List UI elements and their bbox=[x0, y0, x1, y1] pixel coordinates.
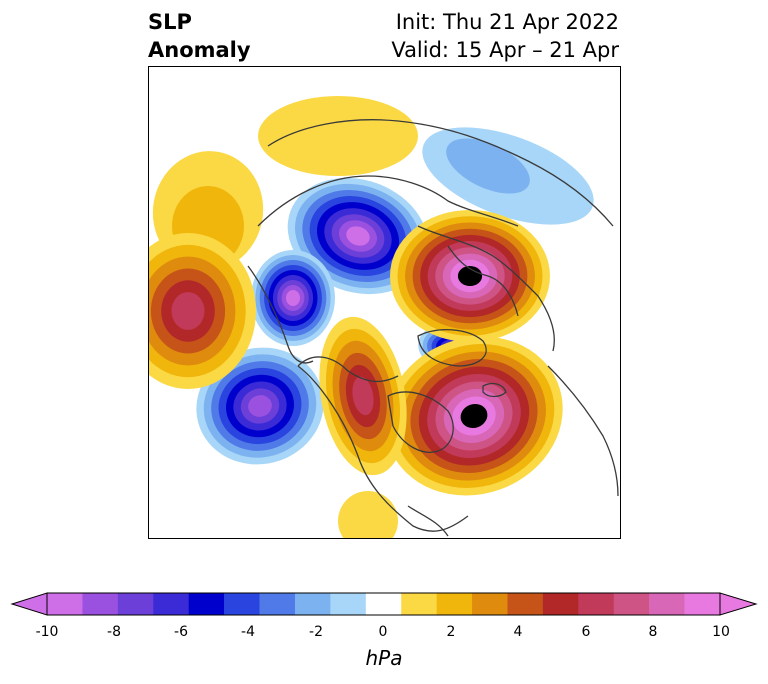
title-variable: SLP bbox=[148, 10, 192, 34]
coastline bbox=[297, 356, 399, 383]
anomaly-contour bbox=[457, 266, 483, 286]
anomaly-contour bbox=[460, 403, 488, 429]
coastline bbox=[417, 225, 555, 352]
colorbar-bin bbox=[294, 593, 331, 615]
coastline bbox=[247, 265, 314, 364]
colorbar-tick: 8 bbox=[648, 624, 658, 640]
colorbar-bin bbox=[47, 593, 83, 615]
coastline bbox=[407, 505, 449, 537]
colorbar-tick: 4 bbox=[513, 624, 523, 640]
title-type: Anomaly bbox=[148, 38, 251, 62]
coastline bbox=[417, 329, 487, 367]
colorbar-tick: -4 bbox=[241, 624, 255, 640]
colorbar-tick: 6 bbox=[581, 624, 591, 640]
anomaly-contour bbox=[248, 395, 272, 417]
colorbar-bin bbox=[578, 593, 615, 615]
coastline bbox=[447, 245, 519, 317]
colorbar-bin bbox=[259, 593, 296, 615]
colorbar-tick: -6 bbox=[174, 624, 188, 640]
coastline bbox=[267, 119, 614, 227]
colorbar-tick: 2 bbox=[446, 624, 456, 640]
coastline bbox=[547, 365, 619, 497]
colorbar-bin bbox=[436, 593, 473, 615]
colorbar-bin bbox=[82, 593, 119, 615]
colorbar-bin bbox=[684, 593, 721, 615]
colorbar-unit-label: hPa bbox=[365, 646, 403, 670]
colorbar-bin bbox=[224, 593, 260, 615]
colorbar-bin bbox=[542, 593, 579, 615]
colorbar-extend-high bbox=[719, 592, 758, 616]
anomaly-contour bbox=[171, 292, 205, 330]
anomaly-fields bbox=[148, 96, 594, 539]
colorbar-bin bbox=[330, 593, 367, 615]
anomaly-contour bbox=[446, 138, 530, 194]
map-dates: Init: Thu 21 Apr 2022 Valid: 15 Apr – 21… bbox=[391, 8, 619, 64]
anomaly-contour bbox=[338, 491, 398, 539]
colorbar-bin bbox=[649, 593, 685, 615]
map-title: SLP Anomaly bbox=[148, 8, 251, 64]
anomaly-contour bbox=[346, 226, 370, 246]
init-date: Init: Thu 21 Apr 2022 bbox=[395, 10, 619, 34]
map-frame bbox=[148, 66, 621, 539]
colorbar-tick: 0 bbox=[378, 624, 388, 640]
anomaly-contour bbox=[258, 96, 418, 176]
coastlines bbox=[247, 119, 619, 537]
coastline bbox=[257, 175, 519, 227]
coastline bbox=[482, 382, 507, 398]
anomaly-contour bbox=[286, 290, 300, 306]
colorbar-bin bbox=[472, 593, 508, 615]
valid-range: Valid: 15 Apr – 21 Apr bbox=[391, 38, 619, 62]
colorbar-bin bbox=[117, 593, 154, 615]
colorbar-tick: -8 bbox=[107, 624, 121, 640]
anomaly-contour bbox=[352, 376, 374, 416]
colorbar-tick: -2 bbox=[309, 624, 323, 640]
colorbar-tick: -10 bbox=[35, 624, 59, 640]
colorbar-extend-low bbox=[10, 592, 48, 616]
coastline bbox=[297, 365, 469, 532]
colorbar-bin bbox=[188, 593, 225, 615]
colorbar-bin bbox=[401, 593, 437, 615]
slp-anomaly-map bbox=[148, 66, 621, 539]
colorbar-bin bbox=[153, 593, 189, 615]
colorbar-bin bbox=[507, 593, 544, 615]
coastline bbox=[387, 391, 454, 453]
colorbar-tick: 10 bbox=[712, 624, 730, 640]
colorbar-bin bbox=[365, 593, 402, 615]
colorbar bbox=[10, 592, 758, 616]
colorbar-frame bbox=[46, 592, 721, 616]
colorbar-bin bbox=[613, 593, 650, 615]
